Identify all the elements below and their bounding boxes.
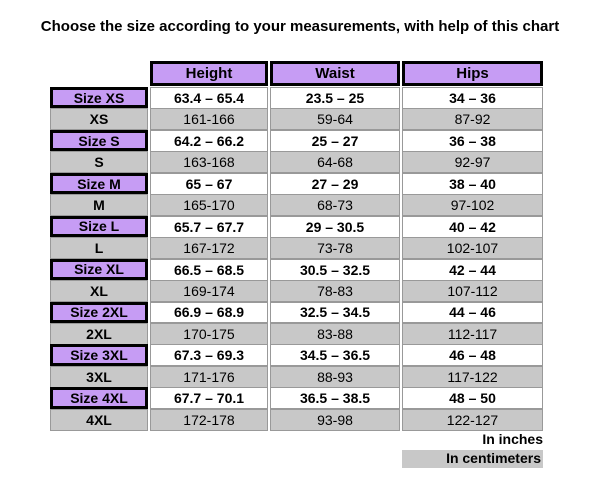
measurement-cell: 27 – 29 [270, 172, 400, 195]
measurement-cell: 64-68 [270, 151, 400, 174]
measurement-cell: 66.5 – 68.5 [150, 258, 268, 281]
measurement-cell: 73-78 [270, 237, 400, 260]
measurement-cell: 161-166 [150, 108, 268, 131]
measurement-cell: 87-92 [402, 108, 543, 131]
measurement-cell: 34.5 – 36.5 [270, 344, 400, 367]
measurement-cell: 34 – 36 [402, 87, 543, 109]
measurement-cell: 46 – 48 [402, 344, 543, 367]
size-label: S [50, 151, 148, 174]
measurement-cell: 36.5 – 38.5 [270, 387, 400, 410]
measurement-cell: 36 – 38 [402, 129, 543, 152]
size-label: Size L [50, 215, 148, 238]
measurement-cell: 25 – 27 [270, 129, 400, 152]
measurement-cell: 48 – 50 [402, 387, 543, 410]
legend-inches: In inches [482, 431, 543, 447]
measurement-cell: 107-112 [402, 280, 543, 302]
measurement-cell: 67.7 – 70.1 [150, 387, 268, 410]
measurement-cell: 63.4 – 65.4 [150, 87, 268, 109]
measurement-cell: 30.5 – 32.5 [270, 258, 400, 281]
measurement-cell: 172-178 [150, 408, 268, 431]
measurement-cell: 59-64 [270, 108, 400, 131]
measurement-cell: 78-83 [270, 280, 400, 302]
legend-centimeters: In centimeters [402, 450, 543, 468]
measurement-cell: 171-176 [150, 365, 268, 388]
measurement-cell: 112-117 [402, 322, 543, 345]
measurement-cell: 67.3 – 69.3 [150, 344, 268, 367]
measurement-cell: 97-102 [402, 194, 543, 217]
measurement-cell: 29 – 30.5 [270, 215, 400, 238]
size-label: Size 2XL [50, 301, 148, 323]
measurement-cell: 93-98 [270, 408, 400, 431]
measurement-cell: 42 – 44 [402, 258, 543, 281]
measurement-cell: 165-170 [150, 194, 268, 217]
measurement-cell: 68-73 [270, 194, 400, 217]
measurement-cell: 23.5 – 25 [270, 87, 400, 109]
size-label: Size M [50, 172, 148, 195]
measurement-cell: 65 – 67 [150, 172, 268, 195]
size-label: XS [50, 108, 148, 131]
measurement-cell: 122-127 [402, 408, 543, 431]
column-header: Hips [402, 61, 543, 86]
column-header: Height [150, 61, 268, 86]
size-label: Size XL [50, 258, 148, 281]
measurement-cell: 44 – 46 [402, 301, 543, 324]
measurement-cell: 167-172 [150, 237, 268, 260]
measurement-cell: 88-93 [270, 365, 400, 388]
size-label: Size XS [50, 87, 148, 109]
measurement-cell: 64.2 – 66.2 [150, 129, 268, 152]
measurement-cell: 102-107 [402, 237, 543, 260]
measurement-cell: 32.5 – 34.5 [270, 301, 400, 324]
size-label: Size 4XL [50, 387, 148, 409]
size-label: XL [50, 280, 148, 302]
measurement-cell: 66.9 – 68.9 [150, 301, 268, 324]
measurement-cell: 38 – 40 [402, 172, 543, 195]
measurement-cell: 169-174 [150, 280, 268, 302]
measurement-cell: 117-122 [402, 365, 543, 388]
measurement-cell: 92-97 [402, 151, 543, 174]
size-label: L [50, 237, 148, 260]
measurement-cell: 163-168 [150, 151, 268, 174]
size-label: M [50, 194, 148, 217]
size-label: 4XL [50, 408, 148, 431]
measurement-cell: 65.7 – 67.7 [150, 215, 268, 238]
size-label: Size S [50, 129, 148, 152]
measurement-cell: 83-88 [270, 322, 400, 345]
column-header: Waist [270, 61, 400, 86]
measurement-cell: 40 – 42 [402, 215, 543, 238]
size-label: 3XL [50, 365, 148, 388]
measurement-cell: 170-175 [150, 322, 268, 345]
size-label: Size 3XL [50, 344, 148, 366]
size-label: 2XL [50, 322, 148, 345]
title: Choose the size according to your measur… [40, 18, 560, 35]
